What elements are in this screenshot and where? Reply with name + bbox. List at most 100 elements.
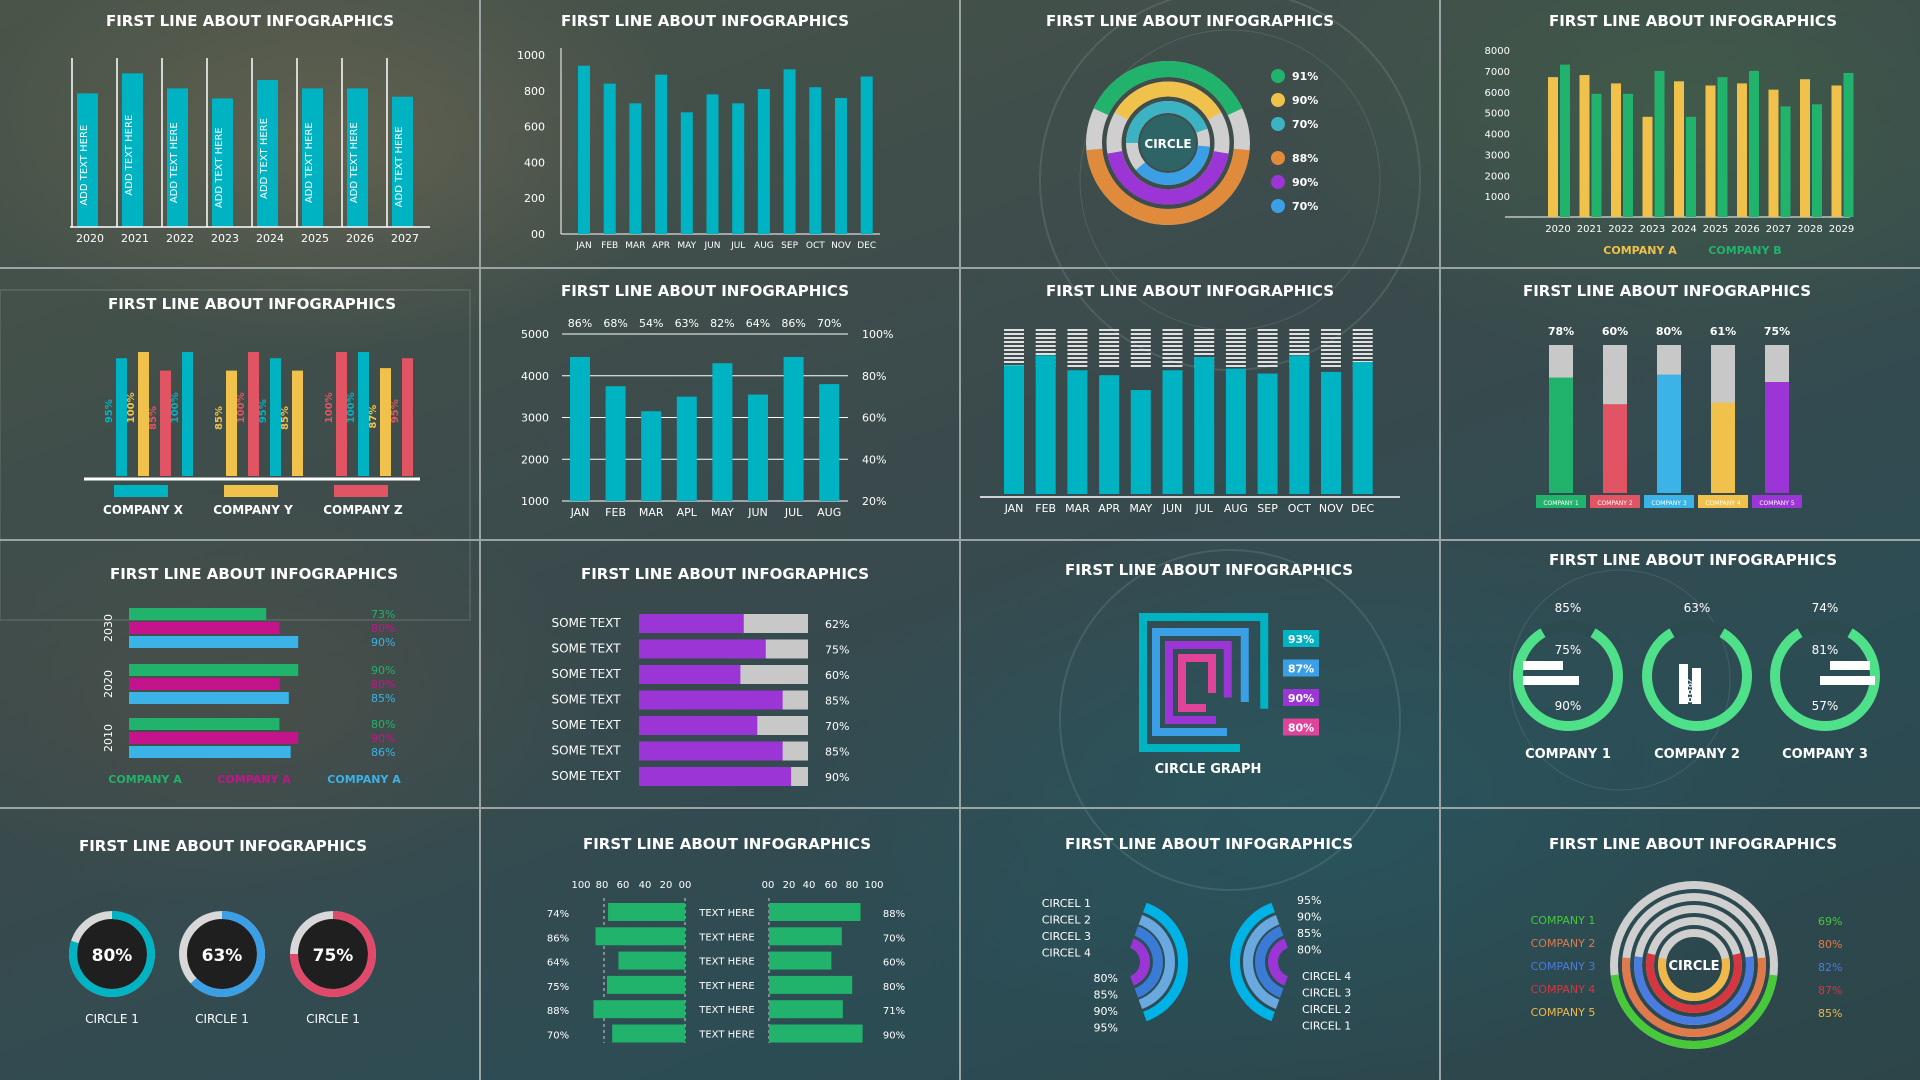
stripe bbox=[1130, 357, 1151, 359]
right-value: 60% bbox=[883, 958, 905, 969]
right-value: 80% bbox=[1297, 944, 1321, 957]
y-tick-label: 800 bbox=[524, 85, 545, 98]
panel-title: FIRST LINE ABOUT INFOGRAPHICS bbox=[1046, 282, 1334, 300]
x-tick-label: 2026 bbox=[346, 232, 374, 245]
right-value: 71% bbox=[883, 1006, 905, 1017]
value-top: 63% bbox=[1684, 601, 1711, 615]
group-label: 2030 bbox=[102, 614, 115, 642]
half-ring bbox=[1134, 926, 1163, 998]
bar bbox=[1686, 116, 1696, 217]
stripe bbox=[1321, 365, 1341, 367]
bar bbox=[1257, 373, 1278, 494]
bar-value-label: 85% bbox=[371, 692, 395, 705]
row-label: SOME TEXT bbox=[551, 769, 621, 783]
x-tick-label: JAN bbox=[575, 241, 591, 251]
donut-bg bbox=[179, 911, 265, 997]
bar bbox=[783, 69, 796, 234]
y-tick-label: 200 bbox=[524, 192, 545, 205]
stripe bbox=[1067, 365, 1088, 367]
panel-title: FIRST LINE ABOUT INFOGRAPHICS bbox=[561, 282, 849, 300]
stripe bbox=[1004, 333, 1024, 335]
bar-value-label: 62% bbox=[825, 618, 849, 631]
value-label: 80% bbox=[1288, 722, 1314, 735]
group-label: COMPANY Y bbox=[213, 503, 293, 517]
category-tag bbox=[1698, 495, 1748, 508]
stripe bbox=[1067, 337, 1088, 339]
bar-value-label: 61% bbox=[1710, 325, 1736, 338]
bar-value-label: 90% bbox=[371, 636, 395, 649]
chart-1: ADD TEXT HERE 2020 ADD TEXT HERE 2021 ADD TE… bbox=[70, 58, 430, 245]
company-label: COMPANY 3 bbox=[1782, 747, 1868, 762]
donut-value: 75% bbox=[313, 946, 354, 966]
value-mid: 81% bbox=[1812, 643, 1839, 657]
panel-title: FIRST LINE ABOUT INFOGRAPHICS bbox=[1065, 561, 1353, 579]
left-value: 86% bbox=[547, 933, 569, 944]
bar bbox=[1162, 370, 1183, 494]
value-label: 90% bbox=[1288, 692, 1314, 705]
stripe bbox=[1162, 333, 1183, 335]
bar bbox=[1831, 85, 1842, 217]
stripe bbox=[1035, 333, 1056, 335]
stripe bbox=[1352, 333, 1373, 335]
stripe bbox=[1004, 329, 1024, 331]
bar bbox=[641, 411, 662, 501]
top-percent-label: 70% bbox=[817, 317, 841, 330]
legend-value: 87% bbox=[1818, 984, 1842, 997]
x-tick-label: NOV bbox=[1319, 502, 1344, 515]
legend-label: COMPANY A bbox=[217, 773, 291, 786]
bar bbox=[129, 692, 289, 704]
x-tick-label: 2022 bbox=[1608, 224, 1633, 235]
chart-9: 2030 73%80%90%2020 90%80%85%2010 80%90%86%C… bbox=[102, 608, 401, 786]
x-tick-label: 2025 bbox=[1703, 224, 1728, 235]
bar bbox=[336, 352, 347, 476]
y-tick-label: 5000 bbox=[521, 328, 549, 341]
ring-arc bbox=[1646, 953, 1742, 1013]
x-tick-label: JAN bbox=[1004, 502, 1024, 515]
inner-bar bbox=[1830, 661, 1870, 670]
stripe bbox=[1321, 341, 1341, 343]
bar bbox=[380, 368, 391, 476]
x-tick-label: SEP bbox=[781, 241, 798, 251]
bar-value-label: 60% bbox=[1602, 325, 1628, 338]
stripe bbox=[1225, 329, 1246, 331]
bar bbox=[212, 98, 233, 227]
legend-label: COMPANY 3 bbox=[1531, 960, 1596, 973]
bar bbox=[1591, 93, 1602, 217]
bar bbox=[167, 88, 188, 227]
bar-left bbox=[607, 975, 685, 994]
bar-value-label: 85% bbox=[148, 406, 159, 430]
bar-value-label: 85% bbox=[825, 746, 849, 759]
y2-tick-label: 20% bbox=[862, 495, 886, 508]
top-percent-label: 86% bbox=[781, 317, 805, 330]
group-label: 2010 bbox=[102, 724, 115, 752]
x-tick-label: FEB bbox=[601, 241, 618, 251]
x-tick-label: 2023 bbox=[1640, 224, 1665, 235]
bar-right bbox=[769, 1024, 863, 1043]
chart-13: 80% CIRCLE 1 63% CIRCLE 1 75% CIRCLE 1 bbox=[69, 911, 376, 1026]
stripe bbox=[1099, 357, 1120, 359]
bar-value-label: 100% bbox=[126, 392, 137, 423]
chart-caption: CIRCLE GRAPH bbox=[1155, 762, 1262, 777]
chart-8: 78% COMPANY 1 60% COMPANY 2 80% COMPANY 3 61% C… bbox=[1536, 325, 1802, 508]
bar-value-label: 100% bbox=[170, 392, 181, 423]
bar bbox=[129, 746, 291, 758]
left-value: 70% bbox=[547, 1031, 569, 1042]
x-tick-label: 2027 bbox=[1766, 224, 1791, 235]
bar-right bbox=[769, 903, 861, 921]
stripe bbox=[1225, 365, 1246, 367]
stripe bbox=[1321, 357, 1341, 359]
bar-label: ADD TEXT HERE bbox=[349, 122, 360, 203]
x-tick-label: JAN bbox=[570, 506, 590, 519]
right-name: CIRCEL 4 bbox=[1302, 970, 1351, 983]
row-label: TEXT HERE bbox=[698, 981, 755, 992]
ring-segment bbox=[1114, 81, 1222, 121]
bar bbox=[129, 664, 299, 676]
x-tick-label: AUG bbox=[1224, 502, 1248, 515]
bar bbox=[1765, 382, 1789, 493]
bar-value-label: 100% bbox=[236, 392, 247, 423]
stripe bbox=[1257, 357, 1278, 359]
x-tick-label: JUN bbox=[704, 241, 721, 251]
left-tick: 60 bbox=[617, 880, 630, 891]
stripe bbox=[1257, 333, 1278, 335]
